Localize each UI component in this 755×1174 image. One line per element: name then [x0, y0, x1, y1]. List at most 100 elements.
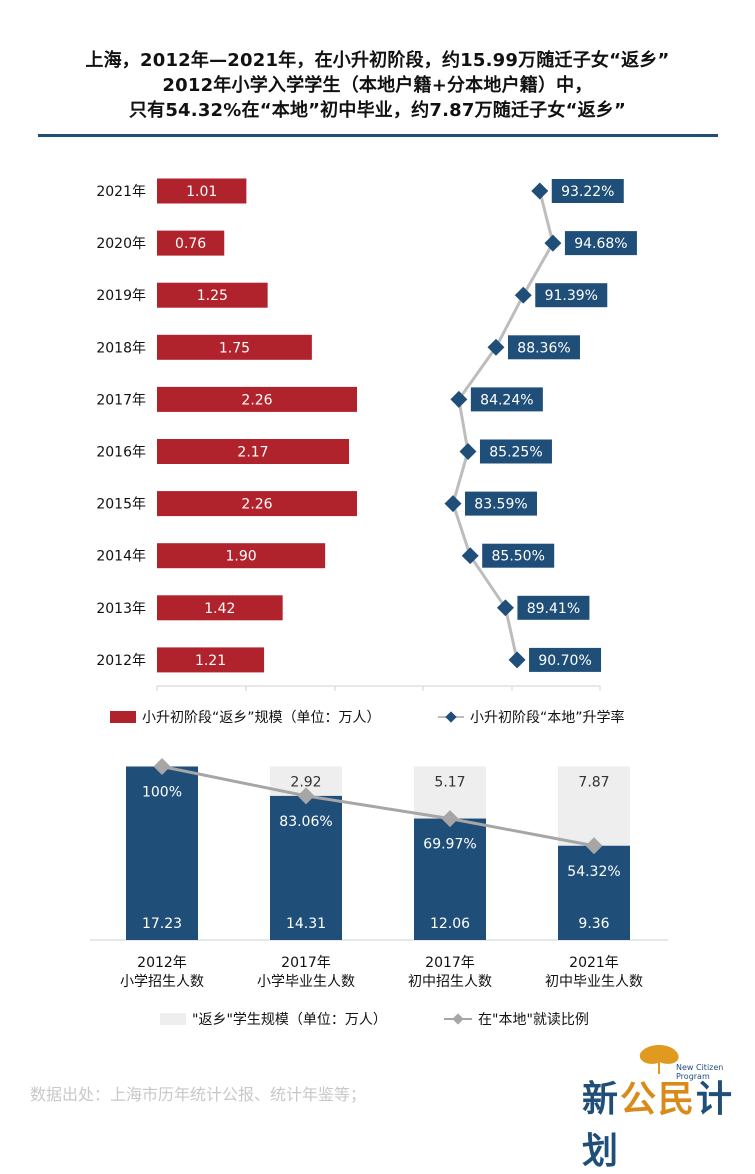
rate-label-box [465, 491, 537, 516]
share-data-label: 54.32% [567, 864, 620, 880]
local-data-label: 14.31 [286, 916, 326, 932]
logo-char-b: 公民 [620, 1078, 697, 1120]
local-data-label: 9.36 [578, 916, 609, 932]
rate-series-line [451, 190, 555, 661]
rate-point-marker [461, 547, 479, 565]
bar-data-label: 1.21 [195, 653, 226, 669]
rate-label-box [564, 231, 637, 256]
bar-data-label: 1.01 [186, 184, 217, 200]
bar-return-scale [157, 647, 265, 673]
share-point-marker [153, 758, 171, 775]
return-data-label: 7.87 [578, 774, 609, 790]
legend-label-return: "返乡"学生规模（单位：万人） [192, 1012, 387, 1028]
bar-data-label: 2.17 [237, 445, 268, 461]
local-data-label: 12.06 [430, 916, 470, 932]
title-line-3: 只有54.32%在“本地”初中毕业，约7.87万随迁子女“返乡” [128, 100, 627, 121]
rate-point-marker [531, 182, 549, 200]
bar-return-scale [157, 230, 225, 256]
bar-data-label: 2.26 [241, 392, 272, 408]
bar-data-label: 1.90 [225, 549, 256, 565]
column-local-segment [270, 795, 342, 940]
bar-data-label: 1.25 [197, 288, 228, 304]
category-label: 2017年 [96, 392, 146, 408]
rate-data-label: 94.68% [574, 236, 627, 252]
rate-point-marker [496, 599, 514, 617]
category-label-line2: 初中毕业生人数 [545, 973, 643, 990]
bar-data-label: 0.76 [175, 236, 206, 252]
rate-data-label: 91.39% [545, 288, 598, 304]
chart-title: 上海，2012年—2021年，在小升初阶段，约15.99万随迁子女“返乡” 20… [0, 48, 755, 123]
bar-return-scale [157, 543, 326, 569]
category-label-line2: 小学招生人数 [120, 974, 204, 990]
bar-data-label: 2.26 [241, 497, 272, 513]
legend-swatch-bar [110, 711, 136, 723]
category-label: 2013年 [96, 601, 146, 617]
share-data-label: 83.06% [279, 814, 332, 830]
bar-data-label: 1.75 [219, 340, 250, 356]
share-data-label: 69.97% [423, 837, 476, 853]
bar-return-scale [157, 282, 268, 308]
share-point-marker [297, 787, 315, 805]
rate-label-box [529, 647, 602, 672]
rate-data-label: 85.25% [489, 445, 542, 461]
ginkgo-logo-icon [639, 1045, 679, 1074]
bar-return-scale [157, 178, 247, 204]
source-note: 数据出处：上海市历年统计公报、统计年鉴等； [30, 1085, 367, 1104]
logo-subtitle: New Citizen Program [676, 1063, 724, 1081]
return-data-label: 2.92 [290, 774, 321, 790]
bar-return-scale [157, 491, 358, 517]
rate-data-label: 85.50% [492, 549, 545, 565]
rate-data-label: 84.24% [480, 392, 533, 408]
legend-swatch-marker [445, 711, 457, 723]
share-series-line [161, 765, 595, 848]
category-label: 2020年 [96, 236, 146, 252]
rate-point-marker [444, 495, 462, 513]
column-return-segment [558, 766, 630, 846]
rate-label-box [507, 335, 580, 360]
rate-label-box [551, 179, 624, 203]
category-label: 2021年 [96, 184, 146, 200]
logo-wordmark: 新公民计划 [582, 1070, 755, 1174]
rate-data-label: 89.41% [527, 601, 580, 617]
category-label: 2019年 [96, 288, 146, 304]
return-data-label: 5.17 [434, 774, 465, 790]
category-label: 2014年 [96, 549, 146, 565]
column-return-segment [414, 766, 486, 819]
charts-canvas: 2021年 1.01 2020年 0.76 2019年 1.25 2018年 1.75 2017… [90, 178, 668, 1028]
column-local-segment [558, 845, 630, 940]
legend-swatch-return [160, 1013, 186, 1025]
rate-point-marker [487, 338, 505, 356]
bar-return-scale [157, 439, 350, 464]
rate-point-marker [450, 390, 468, 408]
bar-return-scale [157, 595, 283, 621]
category-label-line1: 2017年 [281, 955, 331, 971]
category-label-line2: 小学毕业生人数 [257, 974, 355, 990]
bar-data-label: 1.42 [204, 601, 235, 617]
logo-char-a: 新 [582, 1078, 621, 1120]
title-underline [38, 134, 718, 137]
category-label-line1: 2021年 [569, 955, 619, 971]
category-label: 2018年 [96, 340, 146, 356]
rate-point-marker [459, 443, 477, 460]
legend-label-rate: 小升初阶段“本地”升学率 [470, 709, 625, 726]
share-data-label: 100% [142, 784, 182, 800]
category-label: 2016年 [96, 445, 146, 461]
bar-return-scale [157, 386, 358, 412]
rate-label-box [535, 283, 608, 308]
rate-label-box [470, 387, 543, 412]
bar-return-scale [157, 334, 312, 360]
rate-label-box [517, 595, 590, 620]
rate-data-label: 88.36% [517, 340, 570, 356]
column-local-segment [126, 766, 198, 940]
rate-point-marker [544, 234, 562, 252]
rate-label-box [482, 543, 555, 568]
rate-data-label: 93.22% [561, 184, 614, 200]
rate-data-label: 90.70% [538, 653, 591, 669]
title-line-1: 上海，2012年—2021年，在小升初阶段，约15.99万随迁子女“返乡” [85, 50, 670, 71]
category-label-line2: 初中招生人数 [408, 973, 492, 990]
category-label-line1: 2017年 [425, 955, 475, 971]
share-point-marker [585, 837, 603, 855]
category-label-line1: 2012年 [137, 955, 187, 971]
rate-data-label: 83.59% [474, 497, 527, 513]
title-line-2: 2012年小学入学学生（本地户籍+分本地户籍）中， [162, 75, 593, 96]
